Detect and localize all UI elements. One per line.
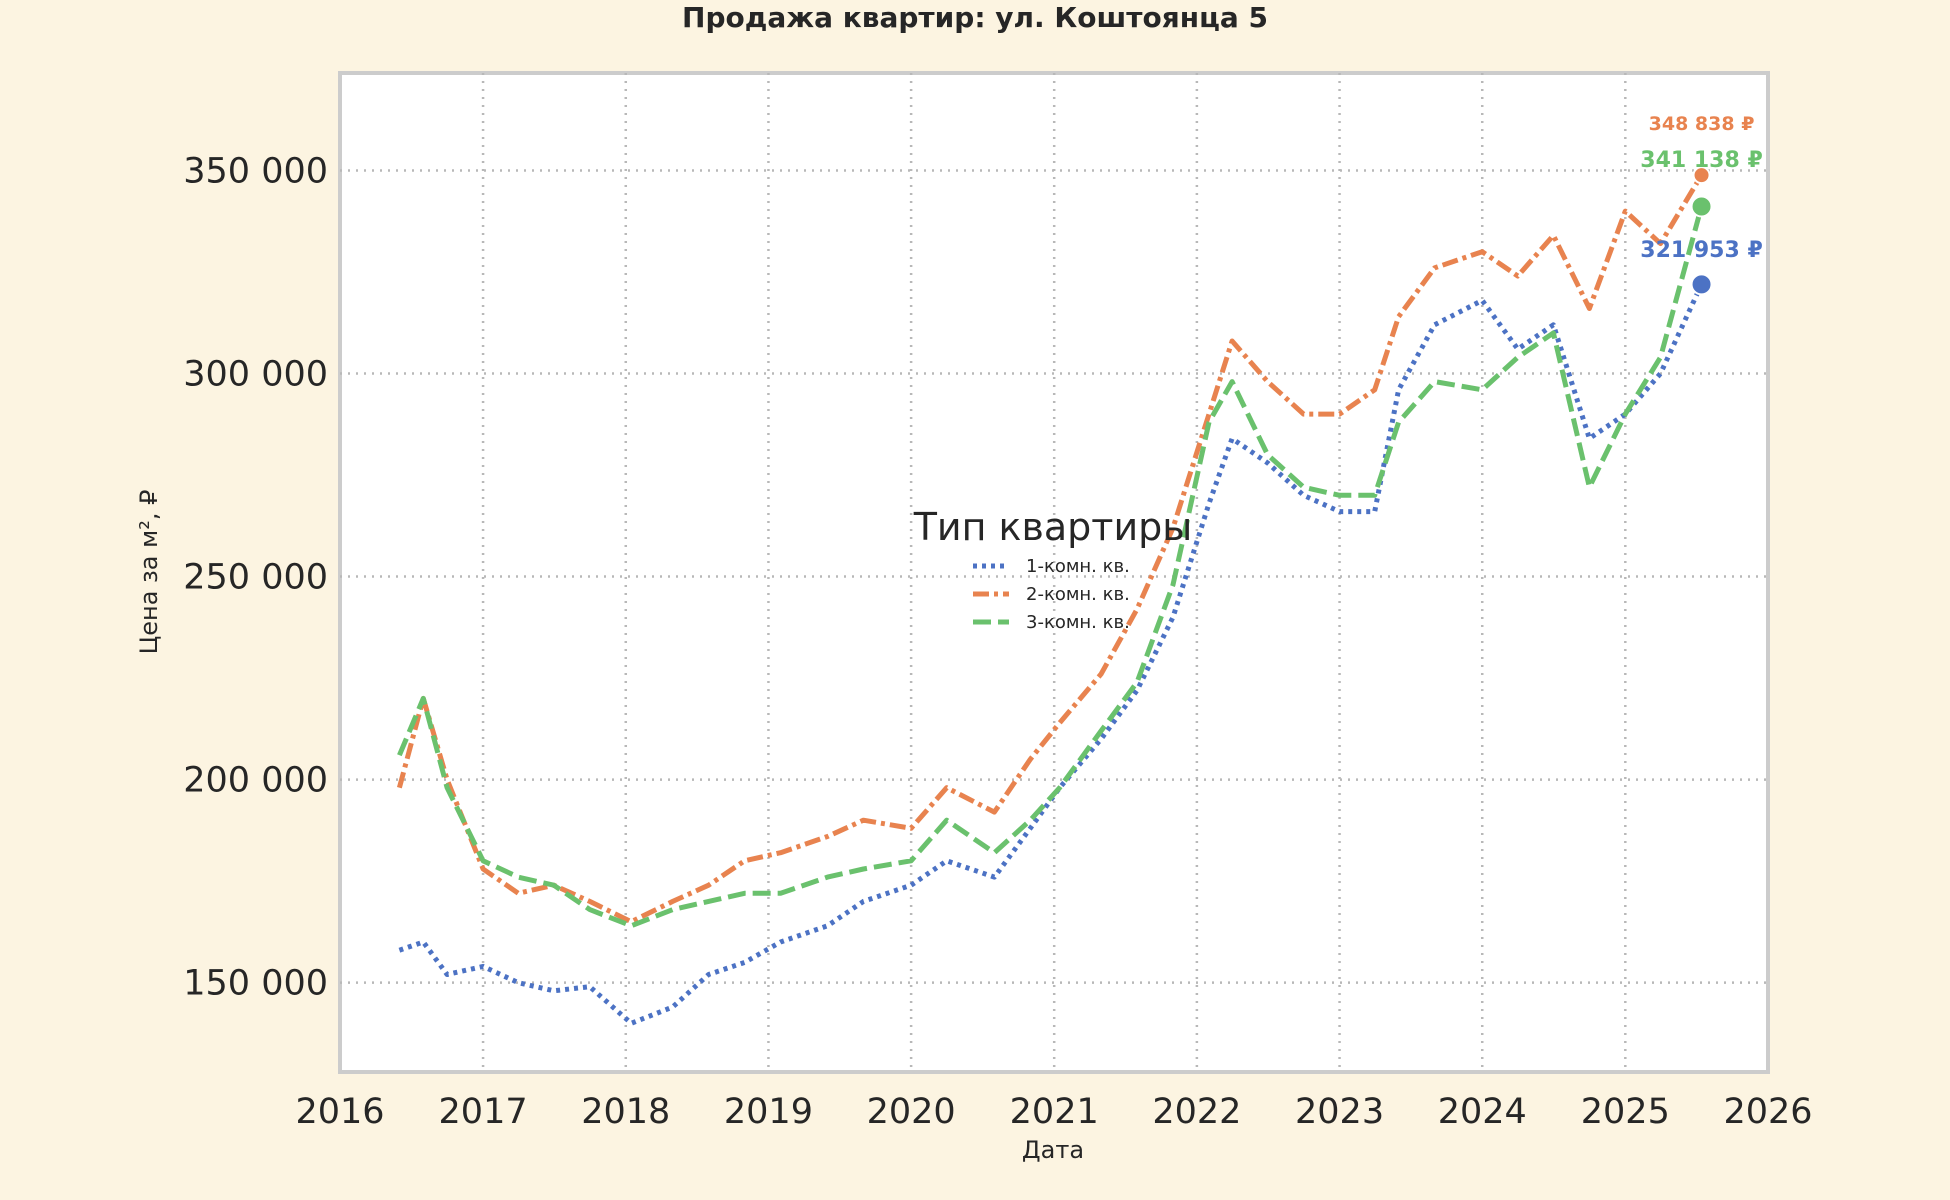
x-tick-label: 2017 bbox=[439, 1092, 528, 1132]
y-tick-label: 300 000 bbox=[183, 355, 328, 395]
x-tick-label: 2016 bbox=[295, 1092, 384, 1132]
y-tick-label: 200 000 bbox=[183, 761, 328, 801]
end-value-label: 341 138 ₽ bbox=[1640, 148, 1762, 173]
x-axis-label: Дата bbox=[1022, 1136, 1084, 1164]
legend-label: 2-комн. кв. bbox=[1026, 584, 1130, 605]
end-point-marker bbox=[1692, 166, 1711, 185]
series-lines bbox=[396, 173, 1704, 1026]
end-annotations: 348 838 ₽ 341 138 ₽ 321 953 ₽ bbox=[1640, 113, 1763, 296]
chart-title: Продажа квартир: ул. Коштоянца 5 bbox=[682, 1, 1268, 34]
legend-label: 1-комн. кв. bbox=[1026, 556, 1130, 577]
end-point-marker bbox=[1690, 273, 1713, 296]
series-line-3 bbox=[397, 205, 1704, 929]
x-tick-label: 2026 bbox=[1723, 1092, 1812, 1132]
y-tick-label: 350 000 bbox=[183, 151, 328, 191]
legend: Тип квартиры 1-комн. кв. 2-комн. кв. 3-ком… bbox=[913, 505, 1193, 633]
x-tick-label: 2022 bbox=[1152, 1092, 1241, 1132]
y-tick-label: 150 000 bbox=[183, 964, 328, 1004]
x-tick-label: 2025 bbox=[1581, 1092, 1670, 1132]
x-tick-label: 2024 bbox=[1438, 1092, 1527, 1132]
series-line-2 bbox=[396, 173, 1704, 925]
x-tick-label: 2019 bbox=[724, 1092, 813, 1132]
end-value-label: 348 838 ₽ bbox=[1649, 113, 1755, 135]
grid bbox=[340, 73, 1768, 1072]
axis-ticks: 2016 2017 2018 2019 2020 2021 2022 2023 2024 2025… bbox=[183, 151, 1812, 1132]
x-tick-label: 2020 bbox=[867, 1092, 956, 1132]
x-tick-label: 2018 bbox=[581, 1092, 670, 1132]
end-point-marker bbox=[1690, 195, 1713, 218]
legend-title: Тип квартиры bbox=[913, 505, 1193, 549]
x-tick-label: 2023 bbox=[1295, 1092, 1384, 1132]
end-value-label: 321 953 ₽ bbox=[1640, 238, 1762, 263]
legend-label: 3-комн. кв. bbox=[1026, 612, 1130, 633]
y-axis-label: Цена за м², ₽ bbox=[135, 490, 163, 655]
y-tick-label: 250 000 bbox=[183, 558, 328, 598]
x-tick-label: 2021 bbox=[1010, 1092, 1099, 1132]
